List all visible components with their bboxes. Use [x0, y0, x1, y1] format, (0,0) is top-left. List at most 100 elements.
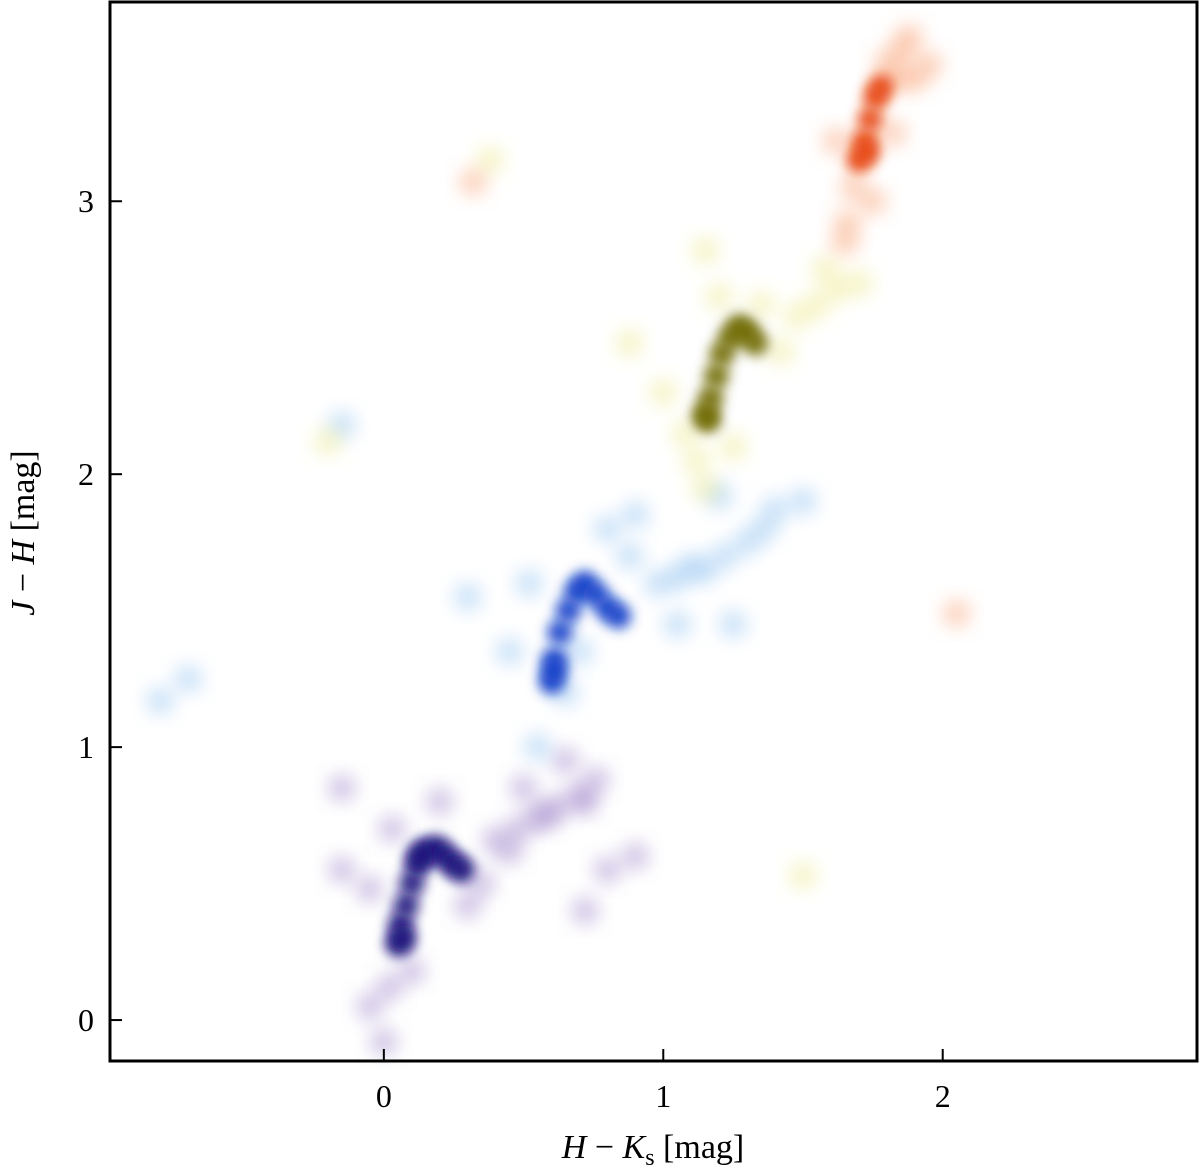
- data-point: [621, 501, 650, 530]
- data-point: [788, 487, 817, 516]
- data-point: [593, 514, 622, 543]
- x-axis-label-var1: H: [561, 1129, 589, 1166]
- data-point: [839, 173, 868, 202]
- data-point: [682, 446, 711, 475]
- plot-frame: [108, 0, 1199, 1063]
- data-point: [397, 956, 426, 985]
- data-point: [509, 774, 538, 803]
- data-point: [541, 657, 568, 684]
- data-point: [605, 603, 632, 630]
- y-axis-label-var2: H: [5, 537, 42, 565]
- y-axis-label-unit: [mag]: [5, 450, 42, 540]
- data-point: [407, 843, 434, 870]
- y-axis-label-var1: J: [5, 599, 42, 616]
- data-point: [719, 610, 748, 639]
- data-point: [710, 542, 739, 571]
- data-point: [788, 861, 817, 890]
- series-1: [327, 746, 650, 1056]
- data-point: [551, 746, 580, 775]
- data-point: [802, 290, 831, 319]
- data-point: [895, 23, 924, 52]
- x-tick-label: 1: [655, 1078, 671, 1114]
- data-point: [523, 733, 552, 762]
- data-point: [515, 569, 544, 598]
- data-point: [425, 787, 454, 816]
- data-point: [857, 106, 884, 133]
- y-tick-label: 1: [78, 729, 94, 765]
- data-layer: [146, 23, 971, 1056]
- x-tick-label: 2: [935, 1078, 951, 1114]
- data-point: [703, 362, 730, 389]
- data-point: [313, 427, 342, 456]
- data-point: [844, 269, 873, 298]
- x-axis-label-op: −: [586, 1129, 622, 1166]
- x-tick-label: 0: [376, 1078, 392, 1114]
- data-point: [546, 619, 573, 646]
- data-point: [375, 973, 404, 1002]
- data-point: [174, 664, 203, 693]
- data-point: [858, 187, 887, 216]
- x-axis-label-var2: K: [622, 1129, 648, 1166]
- y-axis-label: J − H [mag]: [5, 450, 42, 616]
- data-point: [643, 569, 672, 598]
- data-point: [565, 637, 594, 666]
- data-point: [531, 801, 560, 830]
- data-point: [476, 146, 505, 175]
- x-axis-label-unit: [mag]: [655, 1129, 745, 1166]
- data-point: [705, 282, 734, 311]
- data-point: [378, 815, 407, 844]
- x-axis-label-sub: s: [645, 1145, 654, 1169]
- data-point: [146, 686, 175, 715]
- data-point: [677, 552, 706, 581]
- data-point: [449, 856, 476, 883]
- data-point: [593, 855, 622, 884]
- tick-layer: 0 1 2 0 1 2 3: [78, 183, 951, 1114]
- data-point: [390, 925, 417, 952]
- y-tick-label: 3: [78, 183, 94, 219]
- data-point: [691, 473, 720, 502]
- data-point: [582, 765, 611, 794]
- data-point: [811, 255, 840, 284]
- data-point: [495, 637, 524, 666]
- data-point: [393, 892, 420, 919]
- data-point: [615, 542, 644, 571]
- data-point: [868, 73, 895, 100]
- data-point: [719, 432, 748, 461]
- data-point: [327, 774, 356, 803]
- series-2: [146, 411, 817, 762]
- data-point: [761, 495, 790, 524]
- data-point: [495, 836, 524, 865]
- data-point: [571, 787, 600, 816]
- data-point: [369, 1027, 398, 1056]
- x-axis-label: H − Ks [mag]: [561, 1129, 744, 1169]
- series-3: [313, 146, 873, 890]
- data-point: [615, 329, 644, 358]
- data-point: [914, 50, 943, 79]
- data-point: [453, 891, 482, 920]
- data-point: [649, 378, 678, 407]
- data-point: [822, 127, 851, 156]
- data-point: [692, 401, 719, 428]
- data-point: [671, 419, 700, 448]
- data-point: [747, 290, 776, 319]
- y-tick-label: 2: [78, 456, 94, 492]
- data-point: [621, 842, 650, 871]
- y-axis-label-op: −: [5, 564, 42, 600]
- data-point: [766, 337, 795, 366]
- data-point: [663, 610, 692, 639]
- data-point: [942, 599, 971, 628]
- data-point: [830, 228, 859, 257]
- data-point: [878, 119, 907, 148]
- y-tick-label: 0: [78, 1002, 94, 1038]
- data-point: [459, 168, 488, 197]
- data-point: [467, 869, 496, 898]
- series-4: [459, 23, 971, 628]
- data-point: [355, 875, 384, 904]
- data-point: [854, 139, 881, 166]
- data-point: [355, 992, 384, 1021]
- data-point: [691, 236, 720, 265]
- data-point: [571, 896, 600, 925]
- data-point: [327, 855, 356, 884]
